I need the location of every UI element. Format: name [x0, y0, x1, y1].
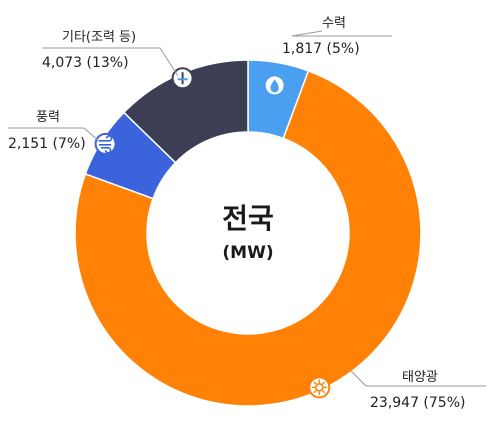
wind-icon — [94, 132, 117, 155]
tide-gauge-icon — [171, 67, 194, 90]
center-title: 전국 — [222, 202, 274, 235]
slice-3-leader-line — [42, 47, 179, 77]
slice-1-arc[interactable] — [74, 69, 422, 407]
slice-1-name-label: 태양광 — [402, 370, 438, 385]
slices-group — [74, 59, 422, 407]
slice-3-arc[interactable] — [122, 59, 249, 164]
slice-0-leader-line — [291, 30, 392, 37]
slice-1-leader-line — [349, 369, 486, 387]
sun-icon — [308, 376, 331, 399]
slice-2-leader-line — [8, 127, 101, 143]
slice-1-value-label: 23,947 (75%) — [370, 395, 465, 411]
water-drop-icon — [263, 74, 286, 97]
center-unit: (MW) — [222, 243, 273, 263]
slice-3-name-label: 기타(조력 등) — [62, 30, 136, 45]
slice-0-name-label: 수력 — [322, 16, 346, 31]
slice-2-name-label: 풍력 — [36, 110, 60, 125]
slice-2-value-label: 2,151 (7%) — [8, 136, 86, 152]
slice-3-value-label: 4,073 (13%) — [42, 55, 129, 71]
slice-0-value-label: 1,817 (5%) — [282, 41, 360, 57]
labels-group: 수력 1,817 (5%) 태양광 23,947 (75%) 풍력 2,151 (7%) 기… — [8, 16, 486, 411]
